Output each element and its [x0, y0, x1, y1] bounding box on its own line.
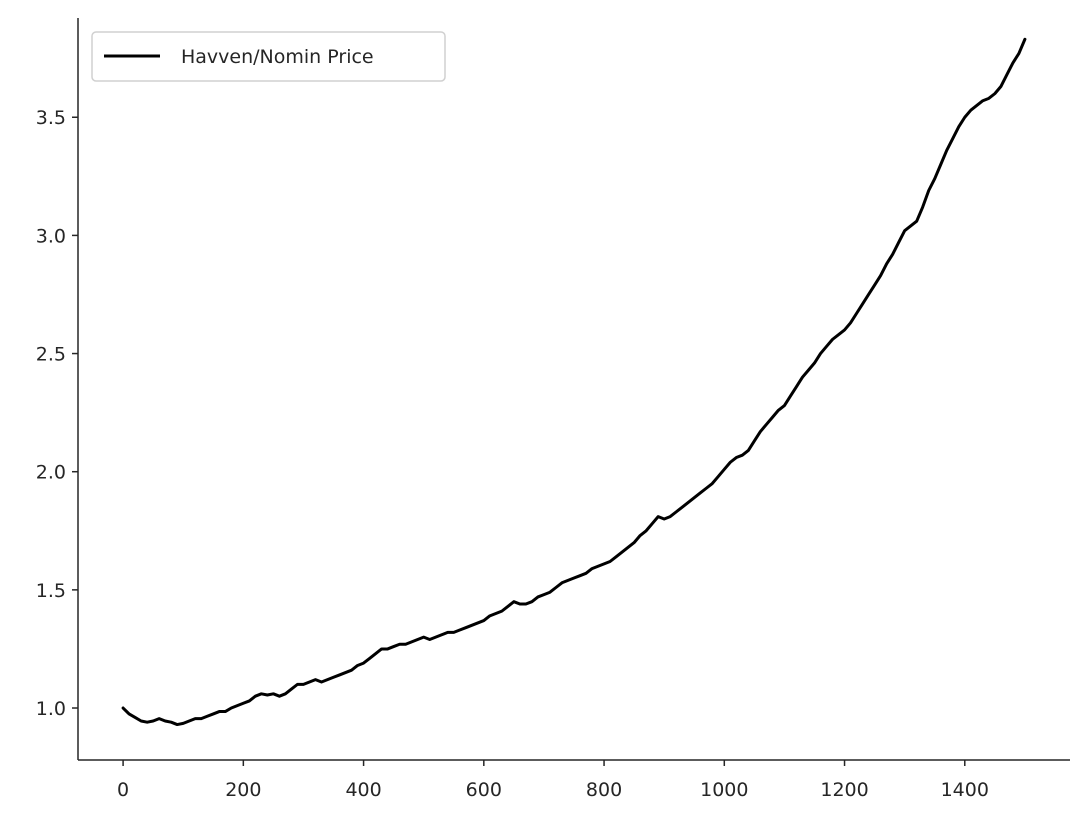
- plot-series: [121, 37, 1027, 727]
- y-tick-label: 1.5: [36, 580, 66, 602]
- legend-frame: [91, 31, 446, 82]
- x-tick-label: 0: [117, 779, 129, 801]
- legend: Havven/Nomin Price: [91, 31, 446, 82]
- x-tick-label: 400: [345, 779, 381, 801]
- y-tick-label: 3.5: [36, 107, 66, 129]
- legend-label-series-0: Havven/Nomin Price: [181, 46, 374, 68]
- y-tick-label: 3.0: [36, 225, 66, 247]
- x-tick-label: 600: [466, 779, 502, 801]
- series-line-0: [121, 37, 1027, 727]
- y-tick-label: 2.5: [36, 344, 66, 366]
- x-tick-label: 200: [225, 779, 261, 801]
- x-tick-label: 1000: [700, 779, 748, 801]
- y-tick-label: 1.0: [36, 698, 66, 720]
- y-tick-label: 2.0: [36, 462, 66, 484]
- x-tick-label: 1200: [820, 779, 868, 801]
- axes: [77, 18, 1070, 761]
- x-axis-ticks: 0 200 400 600 800 1000 1200 1400: [117, 760, 989, 801]
- x-tick-label: 800: [586, 779, 622, 801]
- y-axis-ticks: 1.0 1.5 2.0 2.5 3.0 3.5: [36, 107, 78, 720]
- x-tick-label: 1400: [941, 779, 989, 801]
